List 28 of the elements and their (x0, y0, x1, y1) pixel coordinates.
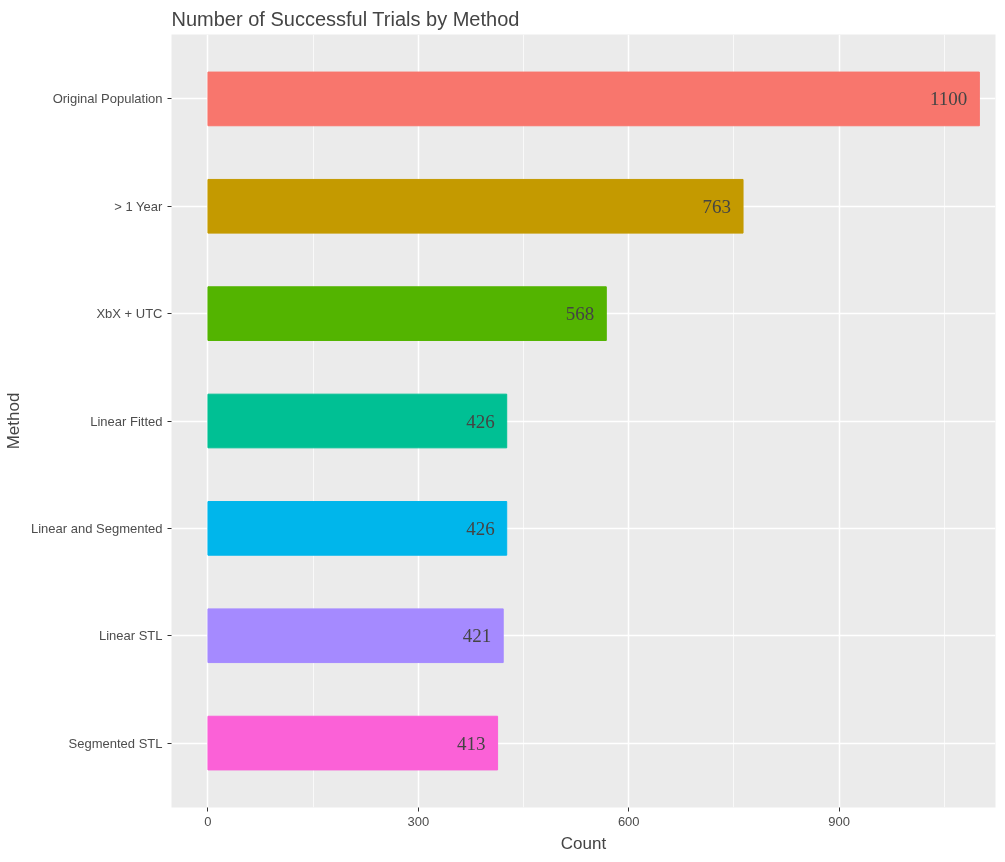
x-tick-label: 0 (204, 813, 212, 829)
y-tick-label: XbX + UTC (96, 306, 163, 322)
x-tick-label: 900 (828, 813, 850, 829)
y-tick-label: Segmented STL (68, 735, 163, 751)
data-label: 426 (466, 410, 495, 432)
data-label: 426 (466, 517, 495, 539)
data-label: 763 (702, 195, 732, 217)
y-tick-label: > 1 Year (114, 198, 163, 214)
bar (207, 393, 508, 449)
x-tick-label: 300 (407, 813, 430, 829)
data-label: 413 (457, 732, 486, 754)
y-axis-title: Method (3, 392, 23, 450)
bar (207, 501, 508, 556)
bar (207, 178, 744, 234)
data-label: 421 (462, 625, 492, 647)
data-label: 568 (565, 303, 595, 325)
y-tick-label: Linear and Segmented (30, 520, 163, 536)
x-tick-label: 600 (617, 813, 640, 829)
chart-title: Number of Successful Trials by Method (171, 7, 520, 30)
y-tick-label: Original Population (52, 91, 163, 107)
bar (207, 71, 980, 127)
bar (207, 608, 504, 664)
bar (207, 286, 607, 341)
y-tick-label: Linear STL (98, 628, 163, 644)
bar (207, 715, 499, 771)
x-axis-title: Count (560, 833, 607, 853)
data-label: 1100 (930, 88, 968, 110)
y-tick-label: Linear Fitted (90, 413, 163, 429)
